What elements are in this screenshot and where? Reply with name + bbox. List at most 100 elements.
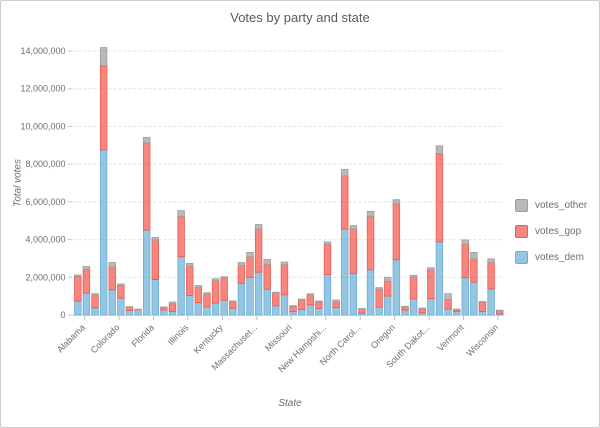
bar-north-carolina-votes_dem[interactable] <box>349 273 358 316</box>
bar-illinois-votes_other[interactable] <box>177 210 185 217</box>
bar-alabama-votes_other[interactable] <box>74 274 82 277</box>
bar-west-virginia-votes_dem[interactable] <box>478 311 487 316</box>
bar-new-mexico-votes_other[interactable] <box>332 299 340 303</box>
bar-north-dakota-votes_other[interactable] <box>358 308 366 310</box>
bar-new-york-votes_other[interactable] <box>341 168 349 177</box>
bar-mississippi-votes_dem[interactable] <box>272 305 280 316</box>
bar-georgia-votes_gop[interactable] <box>151 239 160 280</box>
bar-iowa-votes_gop[interactable] <box>194 287 203 304</box>
bar-north-carolina-votes_gop[interactable] <box>349 228 358 275</box>
bar-iowa-votes_other[interactable] <box>194 285 203 288</box>
bar-oklahoma-votes_gop[interactable] <box>375 288 383 308</box>
bar-georgia-votes_other[interactable] <box>151 237 160 241</box>
bar-maine-votes_other[interactable] <box>229 300 237 303</box>
bar-maine-votes_gop[interactable] <box>229 301 237 309</box>
bar-wyoming-votes_gop[interactable] <box>495 310 504 315</box>
bar-virginia-votes_other[interactable] <box>461 239 469 245</box>
bar-new-mexico-votes_dem[interactable] <box>332 307 340 316</box>
legend-item-votes-dem[interactable]: votes_dem <box>515 251 587 264</box>
bar-kansas-votes_dem[interactable] <box>203 306 211 316</box>
bar-oklahoma-votes_other[interactable] <box>375 287 383 290</box>
bar-idaho-votes_dem[interactable] <box>168 311 177 316</box>
bar-louisiana-votes_gop[interactable] <box>220 277 228 301</box>
bar-hawaii-votes_dem[interactable] <box>160 309 168 316</box>
bar-idaho-votes_gop[interactable] <box>168 303 177 312</box>
bar-indiana-votes_gop[interactable] <box>186 265 194 296</box>
bar-minnesota-votes_dem[interactable] <box>263 288 271 316</box>
bar-utah-votes_gop[interactable] <box>444 299 452 310</box>
bar-new-hampshire-votes_dem[interactable] <box>315 308 323 316</box>
bar-maryland-votes_dem[interactable] <box>237 282 246 316</box>
bar-rhode-island-votes_dem[interactable] <box>401 309 409 316</box>
bar-south-dakota-votes_gop[interactable] <box>418 308 426 314</box>
bar-california-votes_other[interactable] <box>99 47 108 66</box>
bar-south-carolina-votes_gop[interactable] <box>409 276 418 300</box>
bar-rhode-island-votes_gop[interactable] <box>401 306 409 311</box>
bar-washington-votes_dem[interactable] <box>470 281 478 316</box>
bar-delaware-votes_gop[interactable] <box>125 306 134 311</box>
bar-kentucky-votes_gop[interactable] <box>211 280 220 304</box>
bar-new-hampshire-votes_gop[interactable] <box>315 301 323 309</box>
bar-wisconsin-votes_dem[interactable] <box>487 288 495 316</box>
bar-kentucky-votes_other[interactable] <box>211 278 220 281</box>
bar-colorado-votes_dem[interactable] <box>108 289 116 316</box>
bar-new-york-votes_dem[interactable] <box>341 228 349 316</box>
bar-idaho-votes_other[interactable] <box>168 301 177 305</box>
legend-item-votes-gop[interactable]: votes_gop <box>515 225 587 238</box>
bar-montana-votes_gop[interactable] <box>289 305 297 313</box>
bar-texas-votes_dem[interactable] <box>435 241 444 316</box>
bar-connecticut-votes_dem[interactable] <box>117 297 125 316</box>
bar-north-dakota-votes_gop[interactable] <box>358 308 366 314</box>
bar-mississippi-votes_gop[interactable] <box>272 292 280 307</box>
bar-florida-votes_dem[interactable] <box>142 229 151 316</box>
bar-virginia-votes_gop[interactable] <box>461 243 469 279</box>
bar-rhode-island-votes_other[interactable] <box>401 305 409 308</box>
bar-missouri-votes_gop[interactable] <box>280 264 289 296</box>
bar-ohio-votes_other[interactable] <box>366 210 375 217</box>
bar-new-mexico-votes_gop[interactable] <box>332 301 340 309</box>
bar-indiana-votes_other[interactable] <box>186 263 194 267</box>
bar-wisconsin-votes_other[interactable] <box>487 258 495 263</box>
bar-new-jersey-votes_gop[interactable] <box>323 243 332 275</box>
bar-california-votes_dem[interactable] <box>99 149 108 316</box>
bar-wisconsin-votes_gop[interactable] <box>487 262 495 290</box>
bar-arkansas-votes_other[interactable] <box>91 293 99 296</box>
bar-oklahoma-votes_dem[interactable] <box>375 306 383 316</box>
bar-mississippi-votes_other[interactable] <box>272 291 280 294</box>
bar-nebraska-votes_gop[interactable] <box>297 299 306 311</box>
bar-district-of-columbia-votes_other[interactable] <box>134 308 142 311</box>
bar-new-york-votes_gop[interactable] <box>341 175 349 230</box>
bar-kentucky-votes_dem[interactable] <box>211 302 220 316</box>
bar-texas-votes_other[interactable] <box>435 145 444 154</box>
bar-michigan-votes_other[interactable] <box>254 224 263 230</box>
bar-illinois-votes_gop[interactable] <box>177 215 185 258</box>
bar-massachusetts-votes_gop[interactable] <box>246 256 254 278</box>
bar-minnesota-votes_other[interactable] <box>263 259 271 265</box>
bar-arkansas-votes_dem[interactable] <box>91 307 99 316</box>
bar-louisiana-votes_other[interactable] <box>220 276 228 279</box>
bar-vermont-votes_dem[interactable] <box>452 311 461 316</box>
bar-district-of-columbia-votes_dem[interactable] <box>134 309 142 316</box>
bar-vermont-votes_other[interactable] <box>452 308 461 311</box>
bar-michigan-votes_dem[interactable] <box>254 271 263 316</box>
bar-nevada-votes_dem[interactable] <box>306 304 314 316</box>
bar-west-virginia-votes_other[interactable] <box>478 301 487 303</box>
bar-indiana-votes_dem[interactable] <box>186 295 194 316</box>
bar-pennsylvania-votes_dem[interactable] <box>392 259 401 316</box>
bar-pennsylvania-votes_gop[interactable] <box>392 203 401 261</box>
bar-alabama-votes_dem[interactable] <box>74 300 82 316</box>
bar-montana-votes_other[interactable] <box>289 305 297 307</box>
bar-arizona-votes_other[interactable] <box>82 266 91 270</box>
bar-south-carolina-votes_other[interactable] <box>409 274 418 278</box>
bar-arkansas-votes_gop[interactable] <box>91 294 99 309</box>
bar-oregon-votes_dem[interactable] <box>384 295 392 316</box>
bar-connecticut-votes_other[interactable] <box>117 283 125 286</box>
bar-virginia-votes_dem[interactable] <box>461 277 469 316</box>
bar-tennessee-votes_dem[interactable] <box>427 298 435 316</box>
bar-maine-votes_dem[interactable] <box>229 307 237 316</box>
bar-maryland-votes_other[interactable] <box>237 262 246 266</box>
bar-alabama-votes_gop[interactable] <box>74 275 82 302</box>
bar-ohio-votes_dem[interactable] <box>366 269 375 316</box>
bar-michigan-votes_gop[interactable] <box>254 228 263 273</box>
bar-missouri-votes_dem[interactable] <box>280 294 289 316</box>
